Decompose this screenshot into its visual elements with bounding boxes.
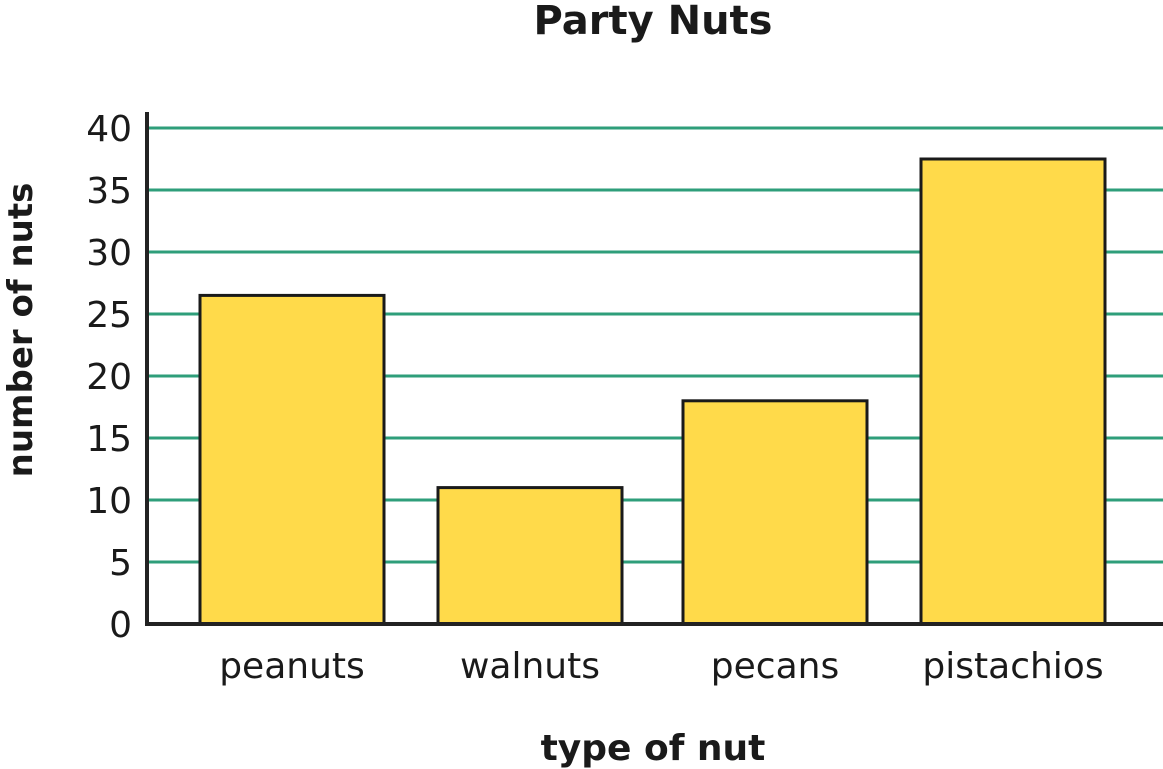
x-tick-label: pistachios <box>922 646 1103 687</box>
x-axis-label: type of nut <box>541 728 766 769</box>
bar-peanuts <box>198 293 386 626</box>
y-tick-label: 15 <box>86 419 132 460</box>
bar-pecans <box>681 399 869 626</box>
y-tick-label: 5 <box>109 543 132 584</box>
x-tick-label: peanuts <box>219 646 365 687</box>
y-tick-label: 30 <box>86 233 132 274</box>
bar-pistachios <box>919 157 1107 626</box>
y-axis-label: number of nuts <box>1 183 41 478</box>
y-tick-labels: 0 5 10 15 20 25 30 35 40 <box>86 109 132 646</box>
y-tick-label: 10 <box>86 481 132 522</box>
bar-walnuts <box>436 486 624 626</box>
axes <box>145 112 1163 626</box>
x-tick-label: pecans <box>711 646 839 687</box>
y-tick-label: 25 <box>86 295 132 336</box>
x-tick-label: walnuts <box>460 646 600 687</box>
chart-title: Party Nuts <box>533 0 773 44</box>
x-tick-labels: peanuts walnuts pecans pistachios <box>219 646 1103 687</box>
y-tick-label: 0 <box>109 605 132 646</box>
y-tick-label: 20 <box>86 357 132 398</box>
y-tick-label: 35 <box>86 171 132 212</box>
bars <box>198 157 1107 626</box>
y-tick-label: 40 <box>86 109 132 150</box>
